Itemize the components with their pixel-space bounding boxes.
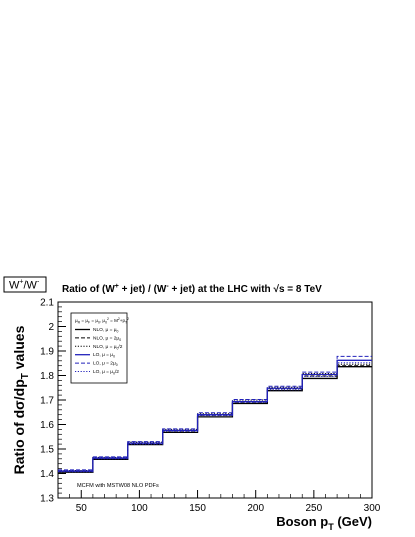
y-tick-label: 2 [48,322,54,333]
series-line-1 [58,366,372,473]
process-label-box: W+/W- [3,276,47,293]
y-tick-label: 1.6 [40,420,54,431]
y-tick-label: 1.9 [40,347,54,358]
series-line-3 [58,363,372,472]
footnote: MCFM with MSTW08 NLO PDFs [77,483,159,489]
x-tick-label: 50 [76,503,88,514]
series-line-4 [58,359,372,472]
y-tick-label: 1.4 [40,469,54,480]
x-tick-label: 300 [364,503,381,514]
y-tick-label: 1.7 [40,396,54,407]
y-tick-label: 1.8 [40,371,54,382]
legend-label: LO, μ = μ0 [93,352,115,359]
x-tick-label: 250 [306,503,323,514]
series-line-6 [58,362,372,473]
series-group [58,355,372,473]
legend-label: NLO, μ = 2μ0 [93,335,121,342]
y-tick-label: 2.1 [40,298,54,309]
legend-box [70,312,128,384]
y-tick-label: 1.5 [40,445,54,456]
chart-title: Ratio of (W+ + jet) / (W- + jet) at the … [62,283,322,295]
x-tick-label: 200 [247,503,264,514]
legend-label: LO, μ = 2μ0 [93,361,118,368]
process-label: W+/W- [9,279,40,292]
legend: μR = μF = μ0, μ02 = M2+pT2 NLO, μ = μ0NL… [70,312,129,384]
legend-label: NLO, μ = μ0 [93,327,119,334]
axis-ticks: 1.3 1.4 1.5 1.6 1.7 1.8 1.9 2 2.1 50 100 150 200 250 3… [40,298,381,515]
legend-label: LO, μ = μ0/2 [93,369,119,376]
legend-label: NLO, μ = μ0/2 [93,344,123,351]
x-tick-label: 100 [131,503,148,514]
x-tick-label: 150 [189,503,206,514]
legend-header: μR = μF = μ0, μ02 = M2+pT2 [75,317,129,325]
x-axis-title: Boson pT (GeV) [276,514,372,532]
y-axis-title: Ratio of dσ/dpT values [11,325,31,474]
y-tick-label: 1.3 [40,494,54,505]
